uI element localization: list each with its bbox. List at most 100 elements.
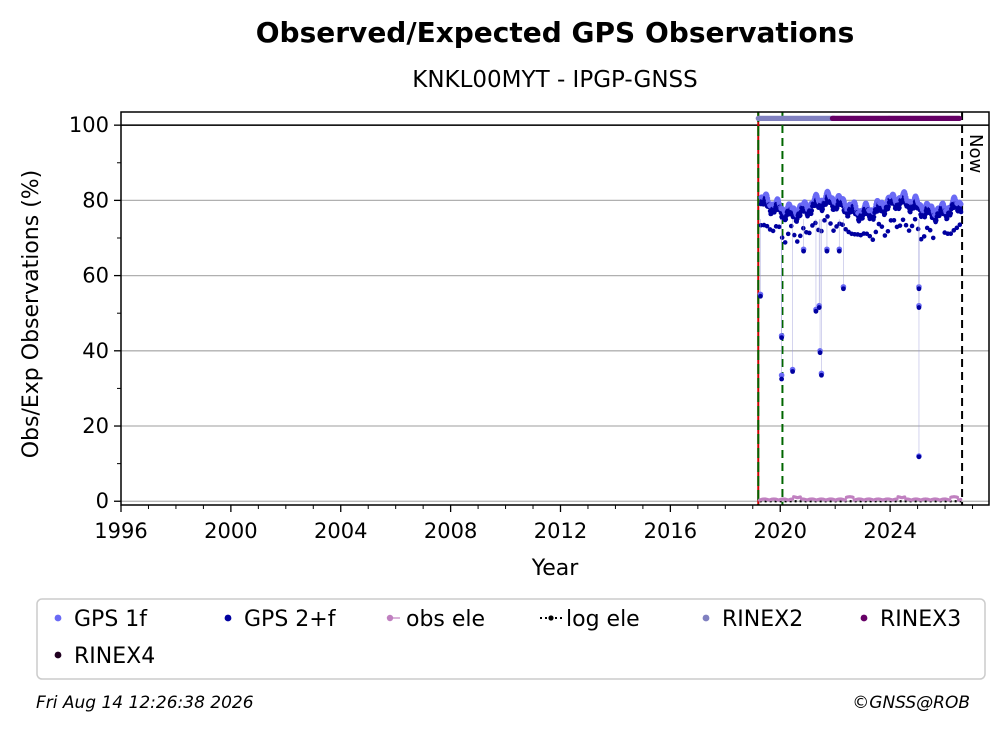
y-tick-label: 100 (69, 113, 109, 137)
legend-label: RINEX2 (722, 607, 803, 632)
gps2f-point (810, 223, 815, 228)
gps2f-point (909, 223, 915, 229)
gps2f-point (915, 226, 921, 232)
gps2f-point (758, 293, 763, 299)
legend-marker-dot (224, 614, 232, 622)
x-tick-label: 2012 (534, 519, 587, 543)
legend-marker-dot (860, 614, 868, 622)
x-tick-label: 1996 (94, 519, 147, 543)
gps2f-point (841, 286, 846, 292)
gps2f-point (886, 204, 891, 210)
gps2f-point (885, 228, 891, 234)
gps2f-point (916, 454, 922, 460)
gps2f-point (764, 223, 770, 229)
x-tick-label: 2024 (863, 519, 916, 543)
x-tick-label: 2020 (754, 519, 807, 543)
y-tick-label: 20 (82, 414, 109, 438)
gps2f-point (948, 211, 954, 216)
y-axis-label: Obs/Exp Observations (%) (19, 170, 44, 459)
gps2f-point (820, 207, 825, 212)
gps2f-point (779, 235, 785, 240)
now-label: Now (965, 134, 986, 173)
gps2f-point (817, 350, 823, 356)
legend-label: GPS 2+f (244, 607, 337, 632)
gps2f-point (825, 214, 830, 219)
y-tick-label: 80 (82, 188, 109, 212)
gps2f-point (900, 217, 906, 223)
legend-label: GPS 1f (74, 607, 148, 632)
gps2f-point (834, 224, 839, 229)
x-axis-label: Year (531, 556, 580, 581)
gps2f-point (779, 335, 785, 341)
gps2f-point (801, 248, 806, 254)
legend-marker-dot (386, 614, 394, 622)
plot-frame (120, 111, 990, 506)
gps2f-point (824, 248, 830, 254)
gps2f-point (948, 231, 954, 237)
gps2f-point (954, 225, 960, 231)
x-tick-label: 2016 (644, 519, 697, 543)
gps2f-point (933, 218, 939, 223)
footer-timestamp: Fri Aug 14 12:26:38 2026 (36, 693, 254, 713)
y-tick-label: 40 (82, 339, 109, 363)
legend-marker-dot (54, 651, 62, 659)
rinex3-point (956, 115, 962, 121)
gps2f-point (794, 239, 800, 244)
gps2f-point (921, 234, 927, 239)
gps1f-point (958, 201, 964, 207)
gps2f-point (912, 216, 918, 222)
gps2f-point (790, 369, 796, 374)
legend-label: log ele (566, 607, 640, 632)
gps2f-point (819, 372, 824, 378)
footer-copyright: ©GNSS@ROB (852, 693, 970, 713)
gps2f-point (816, 305, 822, 310)
legend-marker-dot (702, 614, 710, 622)
obs-ele-point (959, 497, 963, 502)
y-tick-label: 0 (96, 489, 109, 513)
gps2f-point (807, 230, 812, 236)
gps2f-point (831, 228, 836, 233)
gps2f-point (897, 205, 902, 211)
gps2f-point (891, 217, 897, 223)
gps2f-point (822, 218, 827, 223)
chart-subtitle: KNKL00MYT - IPGP-GNSS (412, 67, 698, 93)
gps2f-point (957, 222, 963, 227)
legend-box (36, 598, 986, 680)
gps2f-point (836, 248, 842, 254)
gps2f-point (828, 221, 833, 226)
gps2f-point (813, 308, 819, 314)
gps2f-point (876, 221, 882, 227)
gps2f-point (918, 236, 924, 242)
gps2f-point (797, 233, 803, 239)
x-tick-label: 2000 (204, 519, 257, 543)
gps1f-point (778, 372, 785, 379)
x-tick-label: 2008 (424, 519, 477, 543)
gps2f-point (782, 240, 788, 245)
legend-label: obs ele (406, 607, 485, 632)
gps2f-point (785, 231, 791, 237)
gps2f-point (776, 224, 782, 230)
gps2f-point (840, 222, 845, 228)
gps2f-point (843, 226, 848, 232)
gps2f-point (813, 220, 818, 226)
axes-layer: 0 20 40 60 80 100 1996 2000 2004 2008 2012 2016 2020… (69, 113, 974, 543)
gps2f-point (867, 233, 873, 239)
legend-marker-dot (548, 615, 554, 621)
gps2f-point (834, 205, 840, 211)
gps2f-point (797, 213, 803, 218)
chart-title: Observed/Expected GPS Observations (256, 16, 855, 49)
legend-label: RINEX4 (74, 644, 155, 669)
gps2f-point (930, 235, 936, 241)
gps2f-point (791, 232, 797, 238)
gps2f-point (906, 228, 912, 233)
gps2f-point (882, 211, 888, 217)
gps2f-point (897, 223, 903, 228)
legend: GPS 1f GPS 2+f obs ele log ele RINEX2 RINEX3 R… (54, 607, 961, 669)
legend-marker-dot (54, 614, 62, 622)
gps2f-point (916, 286, 922, 292)
gps2f-point (879, 224, 885, 229)
gps2f-point (958, 209, 964, 215)
gps2f-point (927, 227, 933, 233)
marks-layer: Now (121, 112, 989, 505)
